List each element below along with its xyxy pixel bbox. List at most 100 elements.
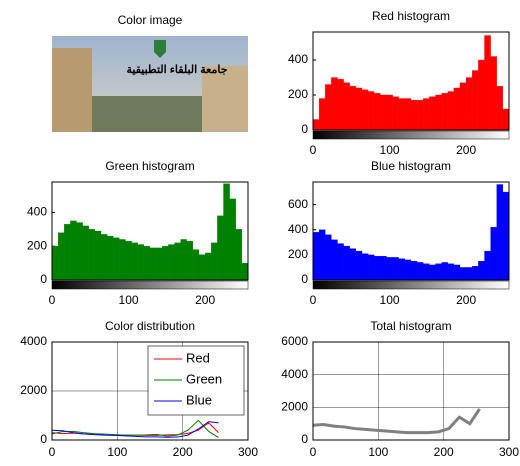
subplot-title: Color distribution [105,319,195,333]
bar [205,253,211,280]
bar [368,255,374,280]
line [313,409,480,433]
bar [374,256,380,280]
x-tick-label: 100 [119,293,139,307]
bar [362,254,368,280]
bar [319,230,325,280]
y-tick-label: 6000 [281,334,308,348]
subplot-title: Green histogram [105,159,194,173]
bar [393,97,399,130]
x-tick-label: 100 [368,445,388,459]
bar [211,243,217,280]
y-tick-label: 200 [27,238,47,252]
x-tick-label: 0 [310,293,317,307]
bar [399,99,405,131]
bar [187,241,193,280]
bar [442,262,448,280]
bar [497,86,503,130]
legend-label: Blue [186,392,212,407]
bar [485,251,491,280]
bar [325,85,331,131]
photo-street [92,96,202,132]
bar [491,57,497,131]
bar [101,234,107,280]
bar [466,78,472,131]
bar [362,90,368,130]
x-tick-label: 100 [380,143,400,157]
bar [313,232,319,280]
bar [338,244,344,280]
bar [150,248,156,280]
bar [436,264,442,280]
y-tick-label: 0 [301,272,308,286]
bar [503,192,509,280]
bar [356,251,362,280]
bar [423,99,429,131]
bar [58,233,64,280]
photo-building [52,48,92,132]
bar [168,245,174,280]
legend-label: Red [186,350,210,365]
bar [175,243,181,280]
y-tick-label: 400 [288,222,308,236]
bar [181,239,187,280]
bar [199,255,205,280]
bar [423,264,429,280]
bar [417,262,423,280]
bar [411,261,417,280]
x-tick-label: 0 [49,293,56,307]
bar [132,243,138,280]
y-tick-label: 2000 [20,383,47,397]
bar [126,241,132,280]
bar [350,249,356,280]
x-tick-label: 0 [310,143,317,157]
x-tick-label: 100 [107,445,127,459]
bar [89,229,95,280]
bar [442,93,448,130]
bar [95,231,101,280]
bar [429,265,435,280]
bar [472,71,478,131]
bar [331,78,337,131]
bar [478,60,484,130]
bar [368,92,374,131]
bar [52,246,58,280]
line [52,420,219,437]
bar [162,246,168,280]
bar [113,238,119,280]
x-tick-label: 200 [173,445,193,459]
y-tick-label: 400 [27,205,47,219]
figure: Color imageجامعة البلقاء التطبيقيةRed hi… [0,0,520,466]
bar [454,88,460,130]
bar [193,250,199,280]
bar [491,227,497,280]
bar [224,184,230,280]
y-tick-label: 600 [288,197,308,211]
y-tick-label: 0 [40,272,47,286]
subplot-title: Total histogram [370,319,451,333]
x-tick-label: 0 [49,445,56,459]
bar [217,216,223,280]
bar [350,86,356,130]
bar [380,256,386,280]
bar [319,99,325,131]
subplot-title: Blue histogram [371,159,451,173]
bar [478,261,484,280]
bar [107,236,113,280]
bar [387,257,393,280]
bar [338,79,344,130]
bar [236,229,242,280]
bar [503,109,509,130]
bar [374,93,380,130]
bar [411,100,417,130]
bar [417,100,423,130]
bar [356,88,362,130]
colorbar [313,131,509,139]
bar [138,245,144,280]
bar [119,239,125,280]
bar [497,185,503,280]
bar [70,221,76,280]
bar [393,257,399,280]
bar [454,265,460,280]
bar [387,95,393,130]
